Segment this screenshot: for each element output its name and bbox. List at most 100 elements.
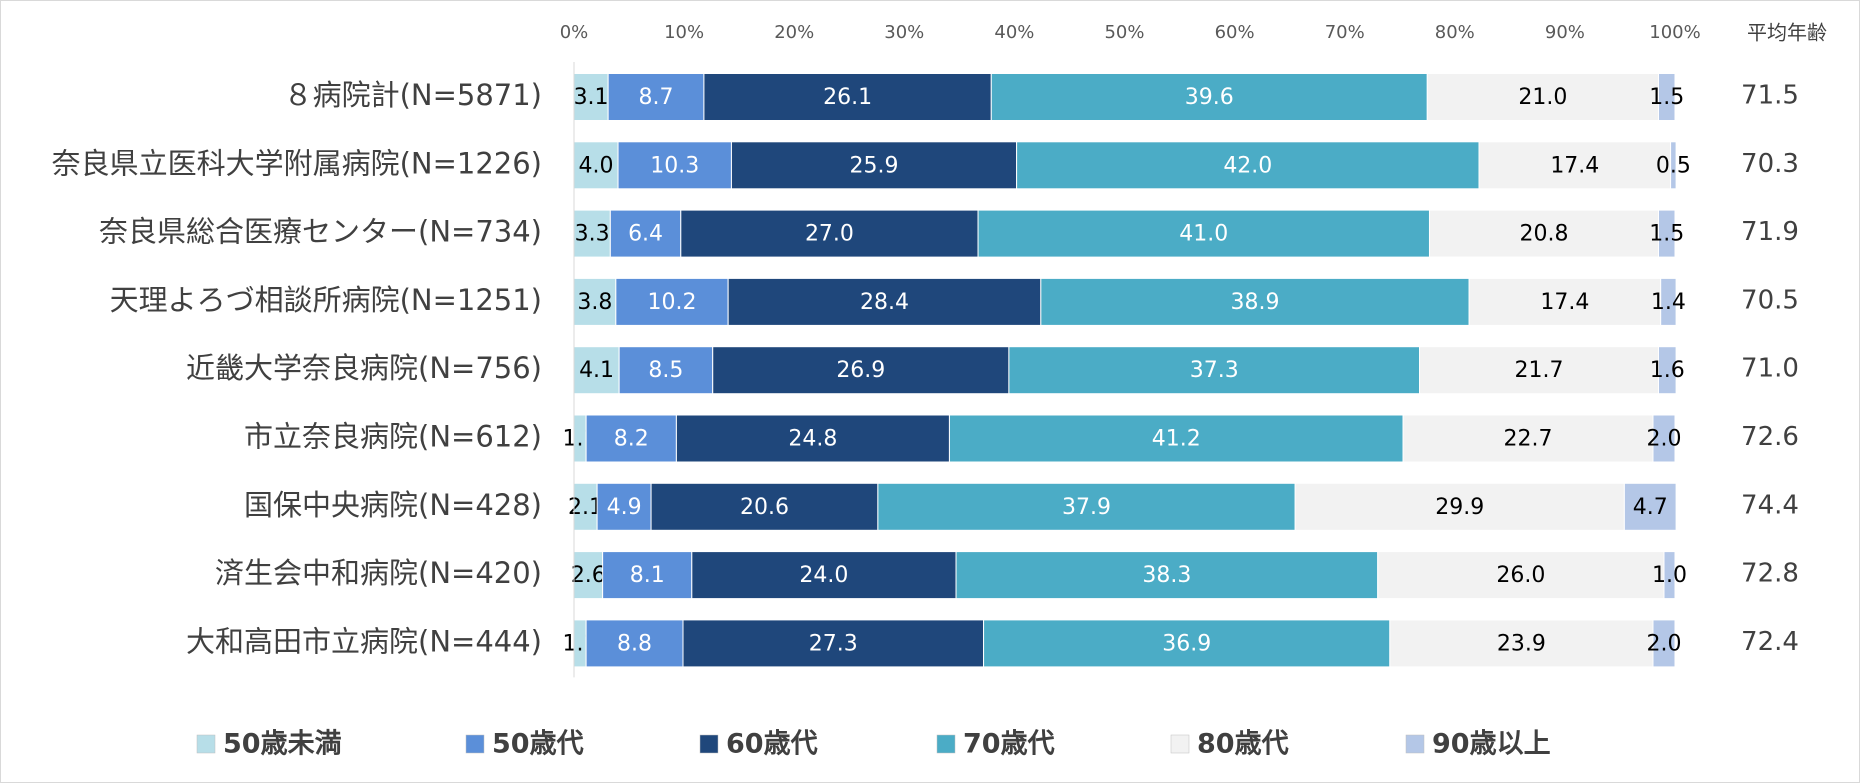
- legend-swatch: [196, 734, 216, 754]
- value-label: 20.6: [740, 495, 789, 520]
- average-age: 70.3: [1741, 149, 1799, 179]
- bar-segment: [1008, 346, 1421, 395]
- value-label: 8.7: [639, 85, 674, 110]
- bar-segment: [1426, 73, 1659, 121]
- value-label: 25.9: [850, 153, 899, 178]
- bar-segment: [573, 73, 609, 121]
- x-tick-label: 90%: [1545, 22, 1585, 43]
- bar-segment: [1016, 141, 1480, 190]
- average-age: 71.0: [1741, 354, 1799, 384]
- category-label: 済生会中和病院(N=420): [215, 556, 542, 590]
- bar-segment: [1660, 277, 1677, 326]
- value-label: 28.4: [860, 290, 909, 315]
- bar-segment: [691, 551, 957, 600]
- x-tick-label: 70%: [1325, 22, 1365, 43]
- value-label: 1.0: [1652, 563, 1687, 588]
- bar-segment: [650, 482, 879, 531]
- category-label: 大和高田市立病院(N=444): [186, 624, 542, 658]
- value-label: 42.0: [1223, 153, 1272, 178]
- legend-label: 50歳未満: [223, 729, 342, 760]
- legend-label: 90歳以上: [1432, 729, 1551, 760]
- value-label: 4.9: [607, 495, 642, 520]
- legend-label: 60歳代: [726, 729, 818, 760]
- legend-swatch: [936, 734, 956, 754]
- bar-segment: [730, 141, 1018, 190]
- value-label: 37.9: [1062, 495, 1111, 520]
- bar-segment: [1663, 551, 1676, 600]
- value-label: 38.3: [1142, 563, 1191, 588]
- value-label: 21.7: [1515, 358, 1564, 383]
- category-label: 市立奈良病院(N=612): [244, 420, 542, 454]
- average-age: 72.8: [1741, 559, 1799, 589]
- value-label: 3.8: [577, 290, 612, 315]
- bar-segment: [1402, 414, 1654, 463]
- legend-swatch: [1170, 734, 1190, 754]
- bar-segment: [955, 551, 1379, 600]
- value-label: 8.5: [648, 358, 683, 383]
- value-label: 21.0: [1518, 85, 1567, 110]
- value-label: 17.4: [1550, 153, 1599, 178]
- average-age: 71.9: [1741, 217, 1799, 247]
- legend-swatch: [1405, 734, 1425, 754]
- value-label: 29.9: [1435, 495, 1484, 520]
- value-label: 2.0: [1646, 427, 1681, 452]
- value-label: 3.3: [575, 222, 610, 247]
- bar-segment: [1657, 73, 1676, 121]
- bar-segment: [1478, 141, 1672, 190]
- bar-segment: [1652, 619, 1676, 668]
- value-label: 1.5: [1649, 222, 1684, 247]
- bar-segment: [573, 209, 611, 258]
- value-label: 8.1: [630, 563, 665, 588]
- value-label: 24.0: [799, 563, 848, 588]
- bar-segment: [983, 619, 1391, 668]
- bar-segment: [1428, 209, 1659, 258]
- value-label: 10.2: [647, 290, 696, 315]
- bar-segment: [1657, 346, 1677, 395]
- bar-segment: [1389, 619, 1654, 668]
- x-tick-label: 10%: [664, 22, 704, 43]
- value-label: 0.5: [1656, 153, 1691, 178]
- bar-segment: [712, 346, 1010, 395]
- value-label: 26.1: [823, 85, 872, 110]
- bar-segment: [948, 414, 1404, 463]
- value-label: 24.8: [788, 427, 837, 452]
- legend-label: 70歳代: [963, 729, 1055, 760]
- value-label: 27.0: [805, 222, 854, 247]
- value-label: 10.3: [650, 153, 699, 178]
- bar-segment: [977, 209, 1430, 258]
- bar-segment: [1670, 141, 1677, 190]
- category-label: 近畿大学奈良病院(N=756): [186, 351, 542, 385]
- category-label: 国保中央病院(N=428): [244, 488, 542, 522]
- category-label: ８病院計(N=5871): [284, 78, 542, 112]
- value-label: 39.6: [1185, 85, 1234, 110]
- average-age-title: 平均年齢: [1747, 21, 1827, 45]
- x-tick-label: 0%: [560, 22, 589, 43]
- value-label: 1.6: [1650, 358, 1685, 383]
- value-label: 4.7: [1633, 495, 1668, 520]
- value-label: 6.4: [628, 222, 663, 247]
- value-label: 36.9: [1162, 631, 1211, 656]
- category-label: 奈良県総合医療センター(N=734): [99, 215, 542, 249]
- value-label: 23.9: [1497, 631, 1546, 656]
- bar-segment: [602, 551, 693, 600]
- bar-segment: [990, 73, 1428, 121]
- value-label: 1.4: [1651, 290, 1686, 315]
- bar-segment: [615, 277, 729, 326]
- value-label: 17.4: [1540, 290, 1589, 315]
- bar-segment: [703, 73, 992, 121]
- value-label: 41.0: [1179, 222, 1228, 247]
- bar-segment: [680, 209, 979, 258]
- category-label: 奈良県立医科大学附属病院(N=1226): [52, 146, 542, 180]
- bar-segment: [573, 551, 604, 600]
- legend-label: 80歳代: [1197, 729, 1289, 760]
- value-label: 4.0: [579, 153, 614, 178]
- bar-segment: [1652, 414, 1676, 463]
- legend-label: 50歳代: [492, 729, 584, 760]
- value-label: 8.2: [614, 427, 649, 452]
- value-label: 20.8: [1519, 222, 1568, 247]
- value-label: 2.6: [571, 563, 606, 588]
- legend-swatch: [699, 734, 719, 754]
- x-tick-label: 30%: [884, 22, 924, 43]
- bar-segment: [675, 414, 950, 463]
